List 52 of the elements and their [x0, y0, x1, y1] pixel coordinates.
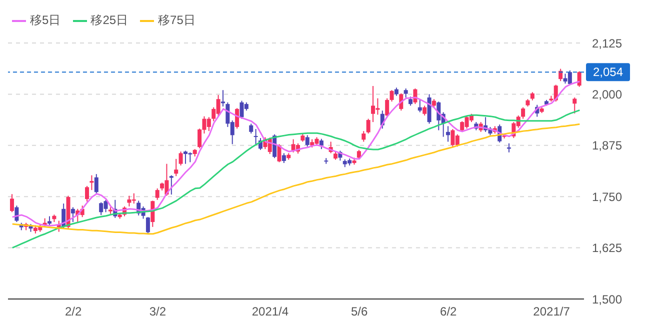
- candlestick: [408, 96, 413, 106]
- candlestick: [10, 194, 14, 213]
- y-tick-label: 2,000: [592, 87, 622, 102]
- candlestick: [90, 174, 94, 191]
- candlestick: [254, 128, 258, 146]
- line-series: [12, 123, 580, 235]
- candlestick: [220, 90, 225, 107]
- candlestick: [169, 174, 174, 196]
- candlestick: [418, 99, 422, 113]
- candlestick: [14, 205, 19, 222]
- x-tick-label: 5/6: [350, 304, 368, 319]
- legend-label: 移25日: [90, 12, 128, 29]
- candlestick: [577, 70, 582, 88]
- candlestick: [521, 106, 526, 120]
- x-tick-label: 2021/7: [533, 304, 570, 319]
- candlestick: [70, 206, 75, 222]
- candlestick: [356, 149, 361, 160]
- candlestick: [385, 98, 390, 118]
- line-series: [12, 109, 580, 249]
- candlestick: [404, 88, 408, 98]
- candlestick: [366, 118, 370, 134]
- y-tick-label: 1,625: [592, 241, 622, 256]
- candlestick: [174, 158, 178, 177]
- y-tick-label: 1,500: [592, 292, 622, 306]
- y-tick-label: 2,125: [592, 36, 622, 50]
- candlestick: [362, 130, 366, 142]
- x-tick-label: 3/2: [149, 304, 166, 319]
- x-tick-label: 6/2: [440, 304, 458, 319]
- y-tick-label: 1,750: [592, 190, 622, 204]
- candlestick: [249, 123, 254, 134]
- candlestick: [446, 126, 450, 142]
- ref-line-label: 2,054: [592, 65, 624, 80]
- candlestick: [48, 216, 52, 226]
- candlestick: [319, 138, 324, 150]
- candlestick: [572, 96, 577, 114]
- candlestick: [277, 144, 282, 163]
- candlestick: [85, 185, 90, 202]
- candlestick: [178, 151, 183, 166]
- legend-label: 移5日: [30, 12, 61, 29]
- candlestick: [422, 105, 427, 116]
- legend-label: 移75日: [158, 12, 196, 29]
- y-tick-label: 1,875: [592, 138, 622, 153]
- candlestick: [305, 134, 310, 148]
- candlestick: [94, 174, 98, 196]
- candlestick: [235, 108, 240, 130]
- candlestick: [282, 152, 286, 164]
- x-tick-label: 2021/4: [252, 304, 289, 319]
- candlestick: [155, 188, 160, 200]
- candlestick: [146, 216, 150, 234]
- candlestick: [390, 90, 394, 102]
- candlestick: [371, 86, 376, 123]
- x-tick-label: 2/2: [64, 304, 82, 319]
